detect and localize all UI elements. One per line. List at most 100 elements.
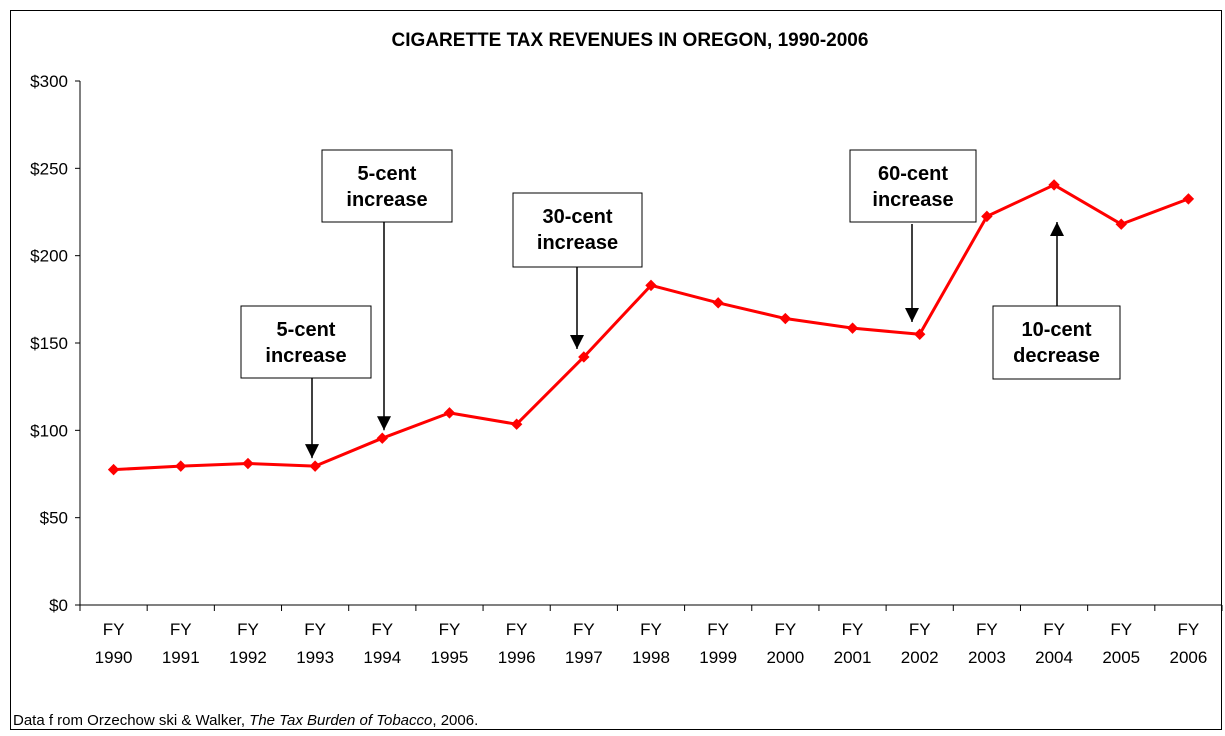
annotation: 5-cent increase — [321, 149, 453, 431]
x-tick-label-line: 2005 — [1102, 648, 1140, 667]
x-tick-label-line: FY — [1110, 620, 1132, 639]
x-tick-label-line: FY — [774, 620, 796, 639]
annotation-text-line: decrease — [1013, 345, 1100, 367]
data-point — [712, 297, 724, 309]
annotation: 30-cent increase — [512, 192, 643, 349]
annotation: 60-cent increase — [849, 149, 977, 322]
x-tick-label: FY 1999 — [699, 620, 737, 667]
data-point — [242, 457, 254, 470]
annotation-text: 60-cent increase — [872, 163, 953, 211]
x-tick-label-line: FY — [1178, 620, 1200, 639]
x-tick-label: FY 2001 — [834, 620, 872, 667]
x-tick-label-line: FY — [1043, 620, 1065, 639]
annotation-text: 5-cent increase — [265, 319, 346, 367]
data-point — [1048, 179, 1060, 191]
annotation-text-line: 60-cent — [878, 163, 948, 185]
x-tick-label-line: 2003 — [968, 648, 1006, 667]
annotation-box — [512, 192, 643, 268]
x-tick-label: FY 1997 — [565, 620, 603, 667]
x-tick-label: FY 1993 — [296, 620, 334, 667]
y-tick-label: $200 — [30, 247, 68, 266]
source-suffix: , 2006. — [432, 712, 479, 729]
data-point — [510, 418, 523, 430]
x-tick-label: FY 2004 — [1035, 620, 1073, 667]
y-tick-label: $150 — [30, 334, 68, 353]
x-tick-label: FY 2005 — [1102, 620, 1140, 667]
annotation-text-line: 5-cent — [358, 163, 417, 185]
source-note: Data f rom Orzechow ski & Walker, The Ta… — [13, 712, 478, 729]
x-tick-label-line: FY — [170, 620, 192, 639]
source-prefix: Data f rom Orzechow ski & Walker, — [13, 712, 250, 729]
x-tick-label: FY 1992 — [229, 620, 267, 667]
y-tick-label: $0 — [49, 596, 68, 615]
data-point — [846, 322, 859, 334]
x-tick-label-line: FY — [976, 620, 998, 639]
x-tick-label: FY 2002 — [901, 620, 939, 667]
x-tick-label-line: 1993 — [296, 648, 334, 667]
data-point — [779, 312, 792, 325]
x-tick-label-line: FY — [640, 620, 662, 639]
data-point — [913, 328, 926, 340]
x-tick-label: FY 1996 — [498, 620, 536, 667]
annotation-text: 10-cent decrease — [1013, 319, 1100, 367]
x-tick-label-line: FY — [304, 620, 326, 639]
data-point — [107, 463, 120, 476]
data-point — [578, 351, 590, 363]
axes: $0 $50 $100 $150 $200 $250 $300 FY 1990 FY 1991 FY 1… — [30, 72, 1223, 667]
x-tick-label-line: FY — [371, 620, 393, 639]
x-tick-label-line: FY — [707, 620, 729, 639]
x-tick-label-line: 2006 — [1169, 648, 1207, 667]
data-point — [443, 407, 456, 419]
annotation: 5-cent increase — [240, 305, 372, 459]
annotation-text-line: increase — [537, 232, 618, 254]
data-point — [309, 460, 321, 472]
y-tick-label: $250 — [30, 159, 68, 178]
series-revenue — [107, 179, 1195, 476]
annotation-text-line: 10-cent — [1021, 319, 1091, 341]
annotation-box — [992, 305, 1121, 380]
annotation-text-line: increase — [872, 189, 953, 211]
x-tick-label-line: 1997 — [565, 648, 603, 667]
x-tick-label: FY 2003 — [968, 620, 1006, 667]
x-tick-label-line: 1991 — [162, 648, 200, 667]
x-tick-label: FY 1994 — [363, 620, 401, 667]
data-point — [175, 460, 187, 472]
x-tick-label: FY 2006 — [1169, 620, 1207, 667]
y-tick-label: $300 — [30, 72, 68, 91]
x-tick-label-line: FY — [573, 620, 595, 639]
annotation-text: 30-cent increase — [537, 206, 618, 254]
x-tick-label-line: 1995 — [431, 648, 469, 667]
y-tick-label: $100 — [30, 421, 68, 440]
data-point — [1115, 218, 1127, 230]
x-tick-label-line: 2001 — [834, 648, 872, 667]
annotation-text-line: increase — [265, 345, 346, 367]
x-tick-label-line: FY — [103, 620, 125, 639]
data-point — [376, 432, 389, 444]
annotation-box — [849, 149, 977, 223]
x-tick-label-line: 1990 — [95, 648, 133, 667]
x-tick-label: FY 2000 — [766, 620, 804, 667]
x-tick-label: FY 1991 — [162, 620, 200, 667]
annotation-box — [240, 305, 372, 379]
source-title: The Tax Burden of Tobacco — [249, 712, 433, 729]
data-point — [645, 279, 657, 292]
annotations: 5-cent increase 5-cent increase 30-cent incre… — [240, 149, 1121, 459]
x-tick-label-line: 1992 — [229, 648, 267, 667]
data-point — [981, 210, 993, 223]
x-tick-label-line: 1994 — [363, 648, 401, 667]
annotation-text: 5-cent increase — [346, 163, 427, 211]
annotation-text-line: 30-cent — [542, 206, 612, 228]
chart-title: CIGARETTE TAX REVENUES IN OREGON, 1990-2… — [392, 30, 869, 51]
y-tick-label: $50 — [40, 509, 68, 528]
x-tick-label-line: 2004 — [1035, 648, 1073, 667]
annotation-box — [321, 149, 453, 223]
x-tick-label-line: FY — [237, 620, 259, 639]
x-tick-label: FY 1990 — [95, 620, 133, 667]
x-tick-label: FY 1998 — [632, 620, 670, 667]
annotation-text-line: 5-cent — [277, 319, 336, 341]
x-tick-label-line: 2002 — [901, 648, 939, 667]
x-tick-label-line: FY — [439, 620, 461, 639]
x-tick-label-line: FY — [842, 620, 864, 639]
x-tick-label-line: 2000 — [766, 648, 804, 667]
